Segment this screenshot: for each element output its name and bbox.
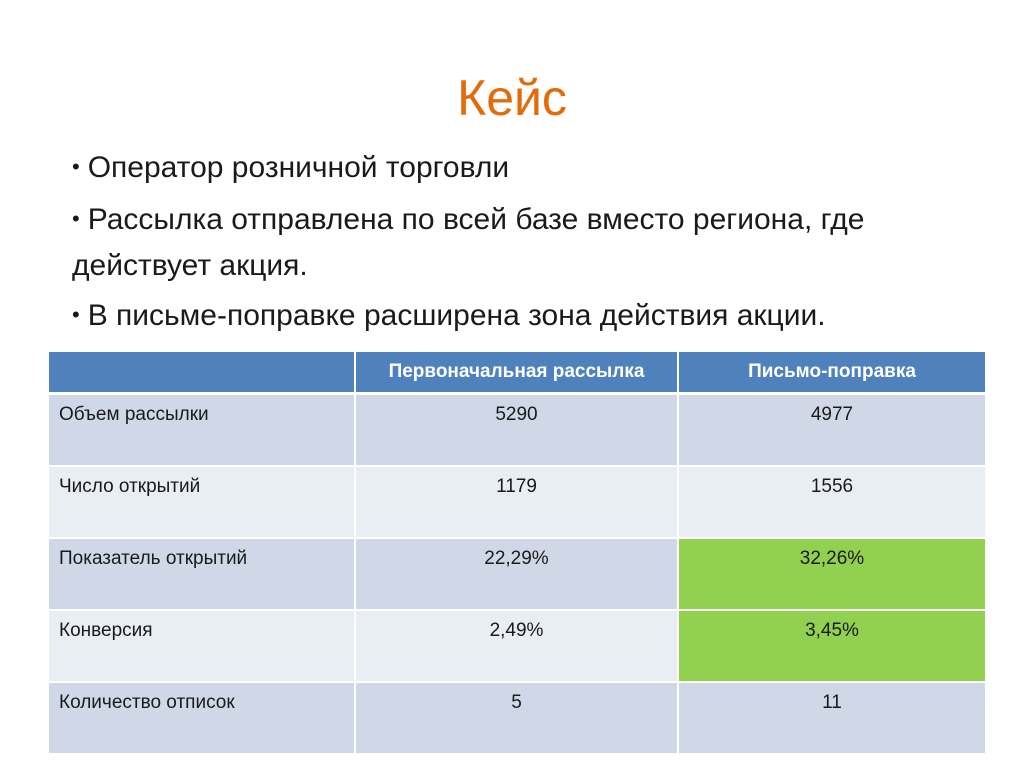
correction-value-highlighted: 3,45% [678,610,985,683]
bullet-icon: • [72,206,80,231]
row-label: Конверсия [49,610,356,683]
initial-value: 5 [355,682,679,755]
header-cell-initial: Первоначальная рассылка [355,352,679,395]
header-cell-empty [49,352,356,395]
table-row: Число открытий 1179 1556 [49,466,985,539]
bullet-list: • Оператор розничной торговли • Рассылка о… [72,146,1002,346]
initial-value: 2,49% [355,610,679,683]
correction-value-highlighted: 32,26% [678,538,985,611]
slide-title: Кейс [457,70,567,126]
row-label: Объем рассылки [49,393,356,467]
header-cell-correction: Письмо-поправка [678,352,985,395]
row-label: Количество отписок [49,682,356,755]
bullet-text: Рассылка отправлена по всей базе вместо … [72,203,865,282]
initial-value: 22,29% [355,538,679,611]
table-row: Конверсия 2,49% 3,45% [49,610,985,683]
table-row: Показатель открытий 22,29% 32,26% [49,538,985,611]
correction-value: 11 [678,682,985,755]
table-header-row: Первоначальная рассылка Письмо-поправка [49,352,985,395]
row-label: Число открытий [49,466,356,539]
bullet-icon: • [72,302,80,327]
table-row: Объем рассылки 5290 4977 [49,393,985,467]
initial-value: 1179 [355,466,679,539]
bullet-icon: • [72,154,80,179]
bullet-item: • В письме-поправке расширена зона действ… [72,294,1002,340]
comparison-table: Первоначальная рассылка Письмо-поправка … [49,352,985,755]
bullet-item: • Рассылка отправлена по всей базе вместо… [72,198,1002,288]
row-label: Показатель открытий [49,538,356,611]
initial-value: 5290 [355,393,679,467]
table-row: Количество отписок 5 11 [49,682,985,755]
correction-value: 1556 [678,466,985,539]
correction-value: 4977 [678,393,985,467]
bullet-item: • Оператор розничной торговли [72,146,1002,192]
bullet-text: Оператор розничной торговли [87,151,510,184]
bullet-text: В письме-поправке расширена зона действи… [87,299,826,332]
